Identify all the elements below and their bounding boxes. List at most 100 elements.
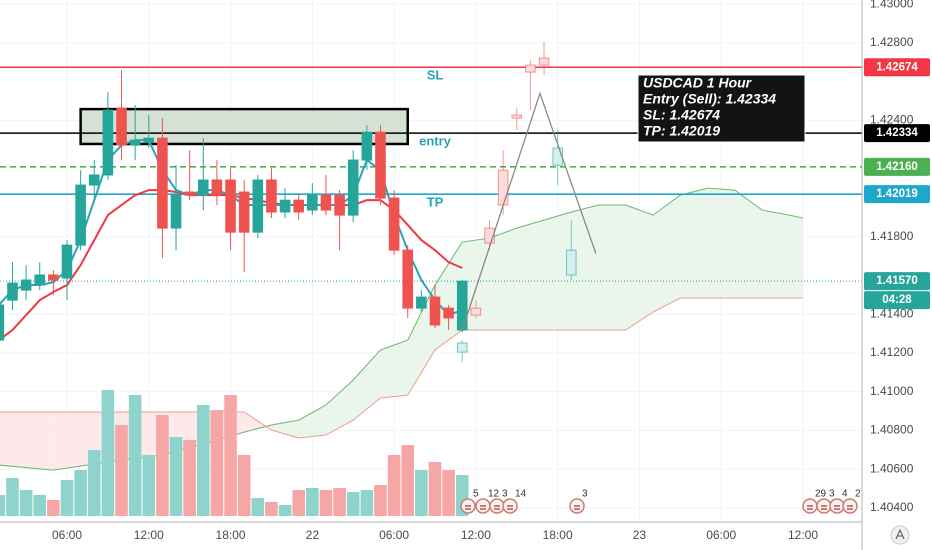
volume-bar xyxy=(128,395,142,516)
y-tick-label: 1.43000 xyxy=(870,0,914,10)
price-tag xyxy=(864,58,930,77)
y-tick-label: 1.40600 xyxy=(870,461,914,475)
candle-body xyxy=(402,249,414,309)
event-count: 29 xyxy=(815,489,827,500)
cloud-fill xyxy=(298,405,326,438)
volume-bar xyxy=(19,490,33,516)
event-flag xyxy=(847,505,853,510)
event-count: 3 xyxy=(829,489,835,500)
cloud-fill xyxy=(598,205,626,331)
projection-body xyxy=(511,114,523,119)
level-label: entry xyxy=(419,134,452,149)
axes: 1.43000 1.42800 1.42400 1.41800 1.41400 1.412… xyxy=(52,0,930,542)
projection-body xyxy=(552,147,563,166)
event-count: 4 xyxy=(842,489,848,500)
candle-body xyxy=(388,197,400,251)
cloud-fill xyxy=(762,210,790,299)
info-box xyxy=(637,74,806,143)
candle-body xyxy=(48,274,59,281)
cloud-fill xyxy=(625,205,654,331)
candle-body xyxy=(143,137,155,143)
y-tick-label: 1.40800 xyxy=(870,423,914,437)
volume-bar xyxy=(0,495,6,516)
volume-bar xyxy=(442,470,455,516)
x-tick-label: 23 xyxy=(633,528,647,542)
y-tick-label: 1.41000 xyxy=(870,384,914,398)
level-label: TP xyxy=(427,195,444,210)
candle-body xyxy=(34,274,46,286)
price-tag-label: 1.42674 xyxy=(876,61,918,73)
auto-scale-button[interactable] xyxy=(890,525,910,545)
candle-body xyxy=(88,174,100,186)
x-tick-label: 06:00 xyxy=(52,528,82,542)
candle-body xyxy=(334,194,345,216)
price-tag xyxy=(864,185,930,204)
countdown-label: 04:28 xyxy=(882,294,912,306)
y-tick-label: 1.41400 xyxy=(870,306,914,320)
cloud-fill xyxy=(789,215,803,299)
event-count: 5 xyxy=(473,489,479,500)
cloud-fill xyxy=(462,238,490,331)
candle-body xyxy=(456,280,468,331)
volume-bar xyxy=(265,502,278,516)
price-tag xyxy=(864,272,930,291)
projection-body xyxy=(456,342,468,353)
auto-scale-icon xyxy=(895,528,905,540)
candle-body xyxy=(320,194,332,211)
cloud-fill xyxy=(353,349,381,421)
y-tick-label: 1.40400 xyxy=(870,500,914,514)
info-line: USDCAD 1 Hour xyxy=(643,75,753,91)
price-tag xyxy=(864,157,930,176)
cloud-fill xyxy=(516,220,545,331)
candle-body xyxy=(170,194,182,229)
volume-bar xyxy=(428,462,442,516)
cloud-fill xyxy=(434,242,463,350)
volume-bar xyxy=(306,488,319,516)
candle-body xyxy=(429,296,441,326)
y-tick-label: 1.41800 xyxy=(870,229,914,243)
volume-bar xyxy=(292,490,305,516)
y-tick-label: 1.42400 xyxy=(870,113,914,127)
cloud-fill xyxy=(489,228,517,331)
x-tick-label: 06:00 xyxy=(706,528,736,542)
projection-body xyxy=(484,227,495,244)
candle-body xyxy=(252,179,264,233)
price-tag-label: 1.41570 xyxy=(876,275,918,287)
event-count: 14 xyxy=(515,489,527,500)
volume-bar xyxy=(156,415,169,516)
candle-body xyxy=(61,244,73,279)
projection-body xyxy=(525,64,536,73)
candle-body xyxy=(307,194,318,211)
candle-body xyxy=(293,199,304,213)
projection-body xyxy=(470,307,482,316)
cloud-fill xyxy=(571,205,599,331)
volume-bar xyxy=(101,390,115,516)
candle-body xyxy=(347,159,359,216)
y-tick-label: 1.42800 xyxy=(870,35,914,49)
cloud-fill xyxy=(380,340,408,399)
candle-body xyxy=(129,139,141,146)
event-flag xyxy=(507,505,513,510)
volume-bar xyxy=(33,495,47,516)
projection-body xyxy=(565,249,577,276)
volume-bar xyxy=(47,500,60,516)
cloud-fill xyxy=(325,380,354,436)
x-tick-label: 12:00 xyxy=(788,528,818,542)
event-flag xyxy=(480,505,486,510)
candle-body xyxy=(7,282,18,301)
candle-body xyxy=(279,199,291,213)
candle-body xyxy=(197,179,209,196)
projection-path xyxy=(461,91,597,331)
candle-body xyxy=(225,179,236,233)
volume-bar xyxy=(87,450,101,516)
x-tick-label: 06:00 xyxy=(379,528,409,542)
volume-bar xyxy=(374,485,387,516)
price-tag-label: 1.42334 xyxy=(876,127,918,139)
volume-bar xyxy=(169,437,183,516)
price-tag xyxy=(864,124,930,143)
event-count: 2 xyxy=(855,489,861,500)
candle-body xyxy=(416,296,427,309)
cloud-fill xyxy=(707,188,735,299)
y-tick-label: 1.41200 xyxy=(870,345,914,359)
